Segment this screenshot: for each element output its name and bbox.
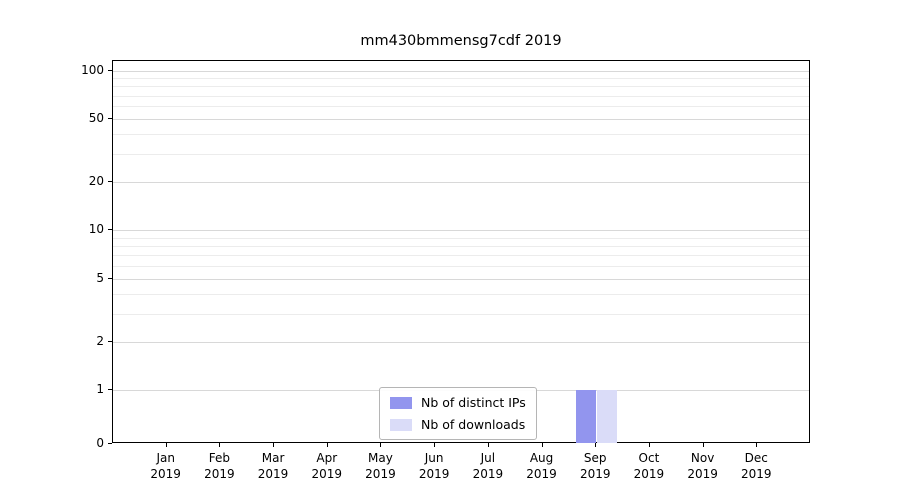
x-tick-text: May [368, 451, 393, 465]
y-tick-label: 0 [96, 436, 104, 450]
x-tick-label: Dec 2019 [716, 450, 796, 482]
y-tick-mark [108, 340, 112, 342]
y-tick-mark [108, 443, 112, 444]
x-tick-label: Jul 2019 [448, 450, 528, 482]
x-tick-mark [702, 443, 704, 447]
x-tick-label: Jun 2019 [394, 450, 474, 482]
minor-gridline [113, 293, 809, 295]
x-tick-text: Nov [690, 451, 715, 465]
y-tick-mark [108, 388, 112, 390]
x-tick-text: Jun [424, 451, 444, 465]
plot-area: Nb of distinct IPs Nb of downloads [112, 60, 810, 443]
x-tick-label: Apr 2019 [287, 450, 367, 482]
legend-label: Nb of downloads [421, 417, 526, 432]
x-tick-mark [756, 443, 758, 447]
minor-gridline [113, 106, 809, 108]
x-tick-text: Jan [156, 451, 175, 465]
chart-title: mm430bmmensg7cdf 2019 [360, 33, 562, 49]
x-tick-text: 2019 [204, 467, 235, 482]
x-tick-label: Aug 2019 [502, 450, 582, 482]
x-tick-mark [165, 443, 167, 447]
y-tick-label: 50 [88, 111, 104, 125]
x-tick-mark [434, 443, 436, 447]
y-tick-mark [108, 181, 112, 183]
minor-gridline [113, 134, 809, 136]
y-tick-mark [108, 118, 112, 119]
minor-gridline [113, 245, 809, 247]
legend-swatch [390, 396, 412, 409]
minor-gridline [113, 237, 809, 239]
x-tick-label: Nov 2019 [663, 450, 743, 482]
x-tick-text: Sep [583, 451, 607, 465]
legend-swatch [390, 418, 412, 431]
x-tick-mark [541, 443, 543, 447]
x-tick-label: May 2019 [340, 450, 420, 482]
major-gridline [113, 278, 809, 280]
x-tick-text: 2019 [365, 467, 396, 482]
x-tick-text: 2019 [579, 467, 611, 482]
x-tick-text: Feb [208, 451, 230, 465]
x-tick-text: Oct [638, 451, 660, 465]
y-tick-label: 10 [88, 222, 104, 237]
minor-gridline [113, 265, 809, 267]
x-tick-text: 2019 [418, 467, 450, 482]
bar-downloads [596, 389, 617, 443]
y-tick-label: 2 [96, 333, 104, 348]
x-tick-label: Mar 2019 [233, 450, 313, 482]
x-tick-mark [273, 443, 275, 447]
legend-item: Nb of downloads [390, 417, 526, 432]
x-tick-label: Feb 2019 [179, 450, 259, 482]
x-tick-text: 2019 [687, 467, 718, 482]
y-tick-mark [108, 229, 112, 231]
x-tick-mark [648, 443, 650, 447]
x-tick-text: Aug [529, 451, 554, 465]
minor-gridline [113, 86, 809, 88]
x-tick-text: Mar [261, 451, 285, 465]
minor-gridline [113, 78, 809, 80]
x-tick-text: 2019 [526, 467, 557, 482]
x-tick-mark [487, 443, 489, 447]
x-tick-mark [595, 443, 597, 447]
x-tick-mark [326, 443, 328, 447]
y-tick-label: 5 [96, 270, 104, 285]
minor-gridline [113, 154, 809, 156]
x-tick-text: Dec [744, 451, 768, 465]
major-gridline [113, 341, 809, 343]
bar-distinct-ips [575, 389, 596, 443]
minor-gridline [113, 313, 809, 315]
major-gridline [113, 230, 809, 232]
legend-label: Nb of distinct IPs [421, 395, 526, 410]
y-tick-label: 20 [88, 174, 104, 189]
y-tick-mark [108, 69, 112, 71]
legend: Nb of distinct IPs Nb of downloads [379, 387, 537, 440]
minor-gridline [113, 95, 809, 97]
x-tick-label: Sep 2019 [555, 450, 635, 482]
x-tick-text: 2019 [633, 467, 665, 482]
y-tick-label: 1 [96, 381, 104, 396]
x-tick-text: 2019 [311, 467, 343, 482]
x-tick-label: Oct 2019 [609, 450, 689, 482]
x-tick-text: 2019 [472, 467, 504, 482]
major-gridline [113, 182, 809, 184]
x-tick-text: 2019 [150, 467, 181, 482]
x-tick-label: Jan 2019 [126, 450, 206, 482]
x-tick-text: 2019 [741, 467, 772, 482]
minor-gridline [113, 255, 809, 257]
x-tick-text: 2019 [257, 467, 289, 482]
y-tick-mark [108, 277, 112, 279]
x-tick-mark [380, 443, 382, 447]
x-tick-text: Apr [316, 451, 338, 465]
major-gridline [113, 70, 809, 72]
x-tick-text: Jul [480, 451, 496, 465]
y-tick-label: 100 [81, 62, 104, 77]
legend-item: Nb of distinct IPs [390, 395, 526, 410]
x-tick-mark [219, 443, 221, 447]
major-gridline [113, 119, 809, 120]
